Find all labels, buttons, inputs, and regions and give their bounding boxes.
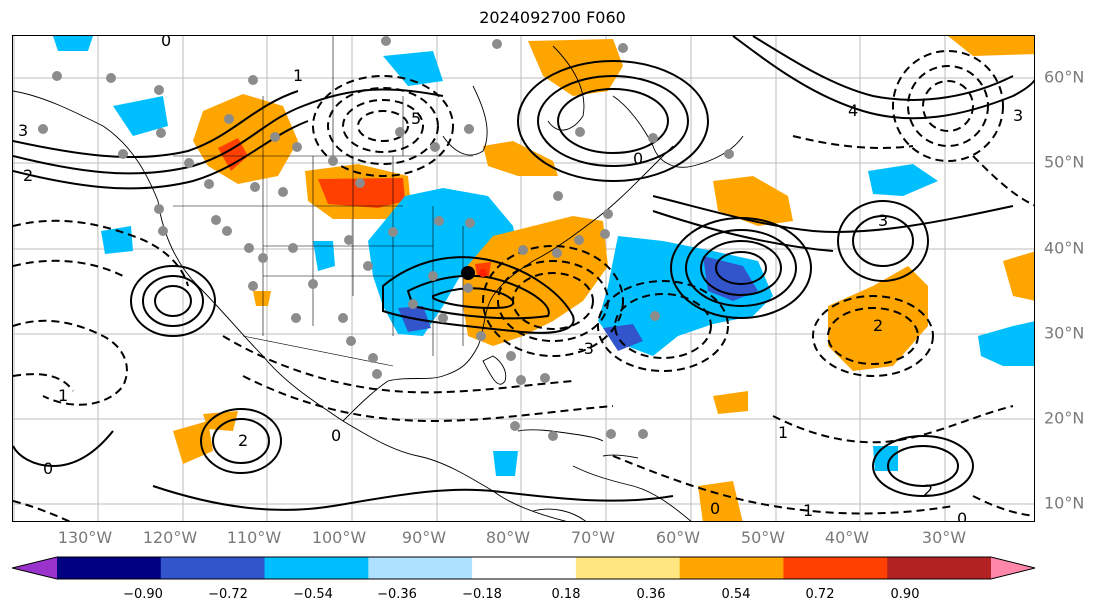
colorbar-tick-label: 0.54: [721, 587, 751, 602]
map-title: 2024092700 F060: [479, 8, 626, 27]
colorbar-segment: [160, 557, 266, 579]
colorbar-segment: [368, 557, 473, 579]
colorbar-tick-label: 0.18: [551, 587, 581, 602]
colorbar-tick-label: 0.72: [805, 587, 835, 602]
blue-anomaly-west-plains: [313, 241, 335, 271]
blue-anomaly-alaska: [113, 96, 168, 136]
blue-anomaly-east-atlantic: [978, 321, 1034, 366]
contour-label: 3: [878, 211, 888, 230]
lon-label-90w: 90°W: [401, 528, 447, 547]
orange-anomaly-east-atlantic: [1003, 251, 1034, 301]
lon-label-60w: 60°W: [655, 528, 701, 547]
colorbar-tick-label: −0.36: [377, 587, 417, 602]
lat-label-20n: 20°N: [1044, 408, 1085, 428]
red-anomaly-plains: [318, 178, 405, 208]
red-anomaly-canada-west: [218, 138, 248, 171]
feature-marker: [461, 266, 487, 280]
blue-anomaly-top-left: [53, 36, 93, 51]
lat-label-60n: 60°N: [1044, 67, 1085, 87]
contour-label: 0: [331, 426, 341, 445]
contour-label: 0: [633, 149, 643, 168]
colorbar-tick-label: −0.72: [208, 587, 248, 602]
lon-label-130w: 130°W: [57, 528, 113, 547]
contour-label: 5: [411, 109, 421, 128]
solid-contours: [13, 36, 1034, 511]
blue-anomaly-caribbean: [493, 451, 518, 476]
colorbar-extend-high: [991, 557, 1035, 579]
lon-label-50w: 50°W: [740, 528, 786, 547]
colorbar-segment: [679, 557, 784, 579]
contour-label: 2: [238, 431, 248, 450]
colorbar-extend-low: [12, 557, 57, 579]
orange-anomaly-pacific-2: [203, 411, 238, 431]
lon-label-70w: 70°W: [570, 528, 616, 547]
colorbar-segment: [575, 557, 681, 579]
colorbar-segment: [472, 557, 577, 579]
contour-label: 2: [23, 166, 33, 185]
contour-label: 1: [803, 501, 813, 520]
lon-label-30w: 30°W: [921, 528, 967, 547]
blue-anomaly-pacific: [101, 226, 133, 254]
contour-label: 4: [848, 101, 858, 120]
contour-label: 0: [43, 459, 53, 478]
lat-label-10n: 10°N: [1044, 493, 1085, 513]
orange-anomaly-labrador: [483, 141, 558, 176]
contour-label: 1: [293, 66, 303, 85]
blue-anomaly-south-atlantic: [873, 446, 898, 471]
blue-anomaly-north: [383, 51, 443, 86]
contour-label: 3: [18, 121, 28, 140]
orange-anomaly-mexico: [253, 291, 271, 306]
colorbar-segment: [887, 557, 992, 579]
orange-anomaly-canada-west: [193, 94, 298, 184]
colorbar-segment: [57, 557, 162, 579]
colorbar-tick-label: −0.90: [123, 587, 163, 602]
colorbar-segment: [264, 557, 369, 579]
contour-label: 0: [957, 509, 967, 522]
lat-label-40n: 40°N: [1044, 238, 1085, 258]
colorbar-tick-label: −0.54: [293, 587, 333, 602]
colorbar-tick-label: 0.36: [636, 587, 666, 602]
lon-label-80w: 80°W: [485, 528, 531, 547]
blue-anomaly-great-lakes: [368, 188, 518, 336]
orange-anomaly-central-atlantic: [828, 266, 928, 371]
station-markers: [38, 36, 734, 441]
lon-label-110w: 110°W: [226, 528, 282, 547]
colorbar-tick-label: −0.18: [462, 587, 502, 602]
colorbar-tick-label: 0.90: [890, 587, 920, 602]
contour-label: 1: [778, 423, 788, 442]
lon-label-100w: 100°W: [311, 528, 367, 547]
contour-label: 0: [710, 499, 720, 518]
orange-anomaly-south: [698, 481, 743, 521]
orange-anomaly-hudson: [528, 39, 623, 96]
contour-labels: 0 1 5 3 2 -3 1 0 2 0 3 2 3 4 0 2 1 0 1 0: [18, 36, 1023, 522]
lon-label-40w: 40°W: [824, 528, 870, 547]
contour-label: -3: [578, 339, 594, 358]
lat-label-30n: 30°N: [1044, 323, 1085, 343]
orange-anomaly-top-right: [948, 36, 1034, 56]
lon-label-120w: 120°W: [142, 528, 198, 547]
map-panel: 0 1 5 3 2 -3 1 0 2 0 3 2 3 4 0 2 1 0 1 0: [12, 35, 1035, 522]
dashed-contours: [13, 50, 1034, 521]
colorbar: [12, 556, 1036, 580]
map-canvas: 0 1 5 3 2 -3 1 0 2 0 3 2 3 4 0 2 1 0 1 0: [13, 36, 1034, 522]
shaded-anomalies: [53, 36, 1034, 521]
lat-label-50n: 50°N: [1044, 152, 1085, 172]
blue-anomaly-newfoundland: [868, 164, 938, 196]
contour-label: 2: [873, 316, 883, 335]
orange-anomaly-atlantic-n: [713, 176, 793, 226]
contour-label: 2: [923, 481, 933, 500]
contour-label: 1: [58, 386, 68, 405]
colorbar-segment: [783, 557, 888, 579]
orange-anomaly-caribbean-east: [713, 391, 748, 414]
contour-label: 3: [1013, 106, 1023, 125]
contour-label: 0: [161, 36, 171, 50]
